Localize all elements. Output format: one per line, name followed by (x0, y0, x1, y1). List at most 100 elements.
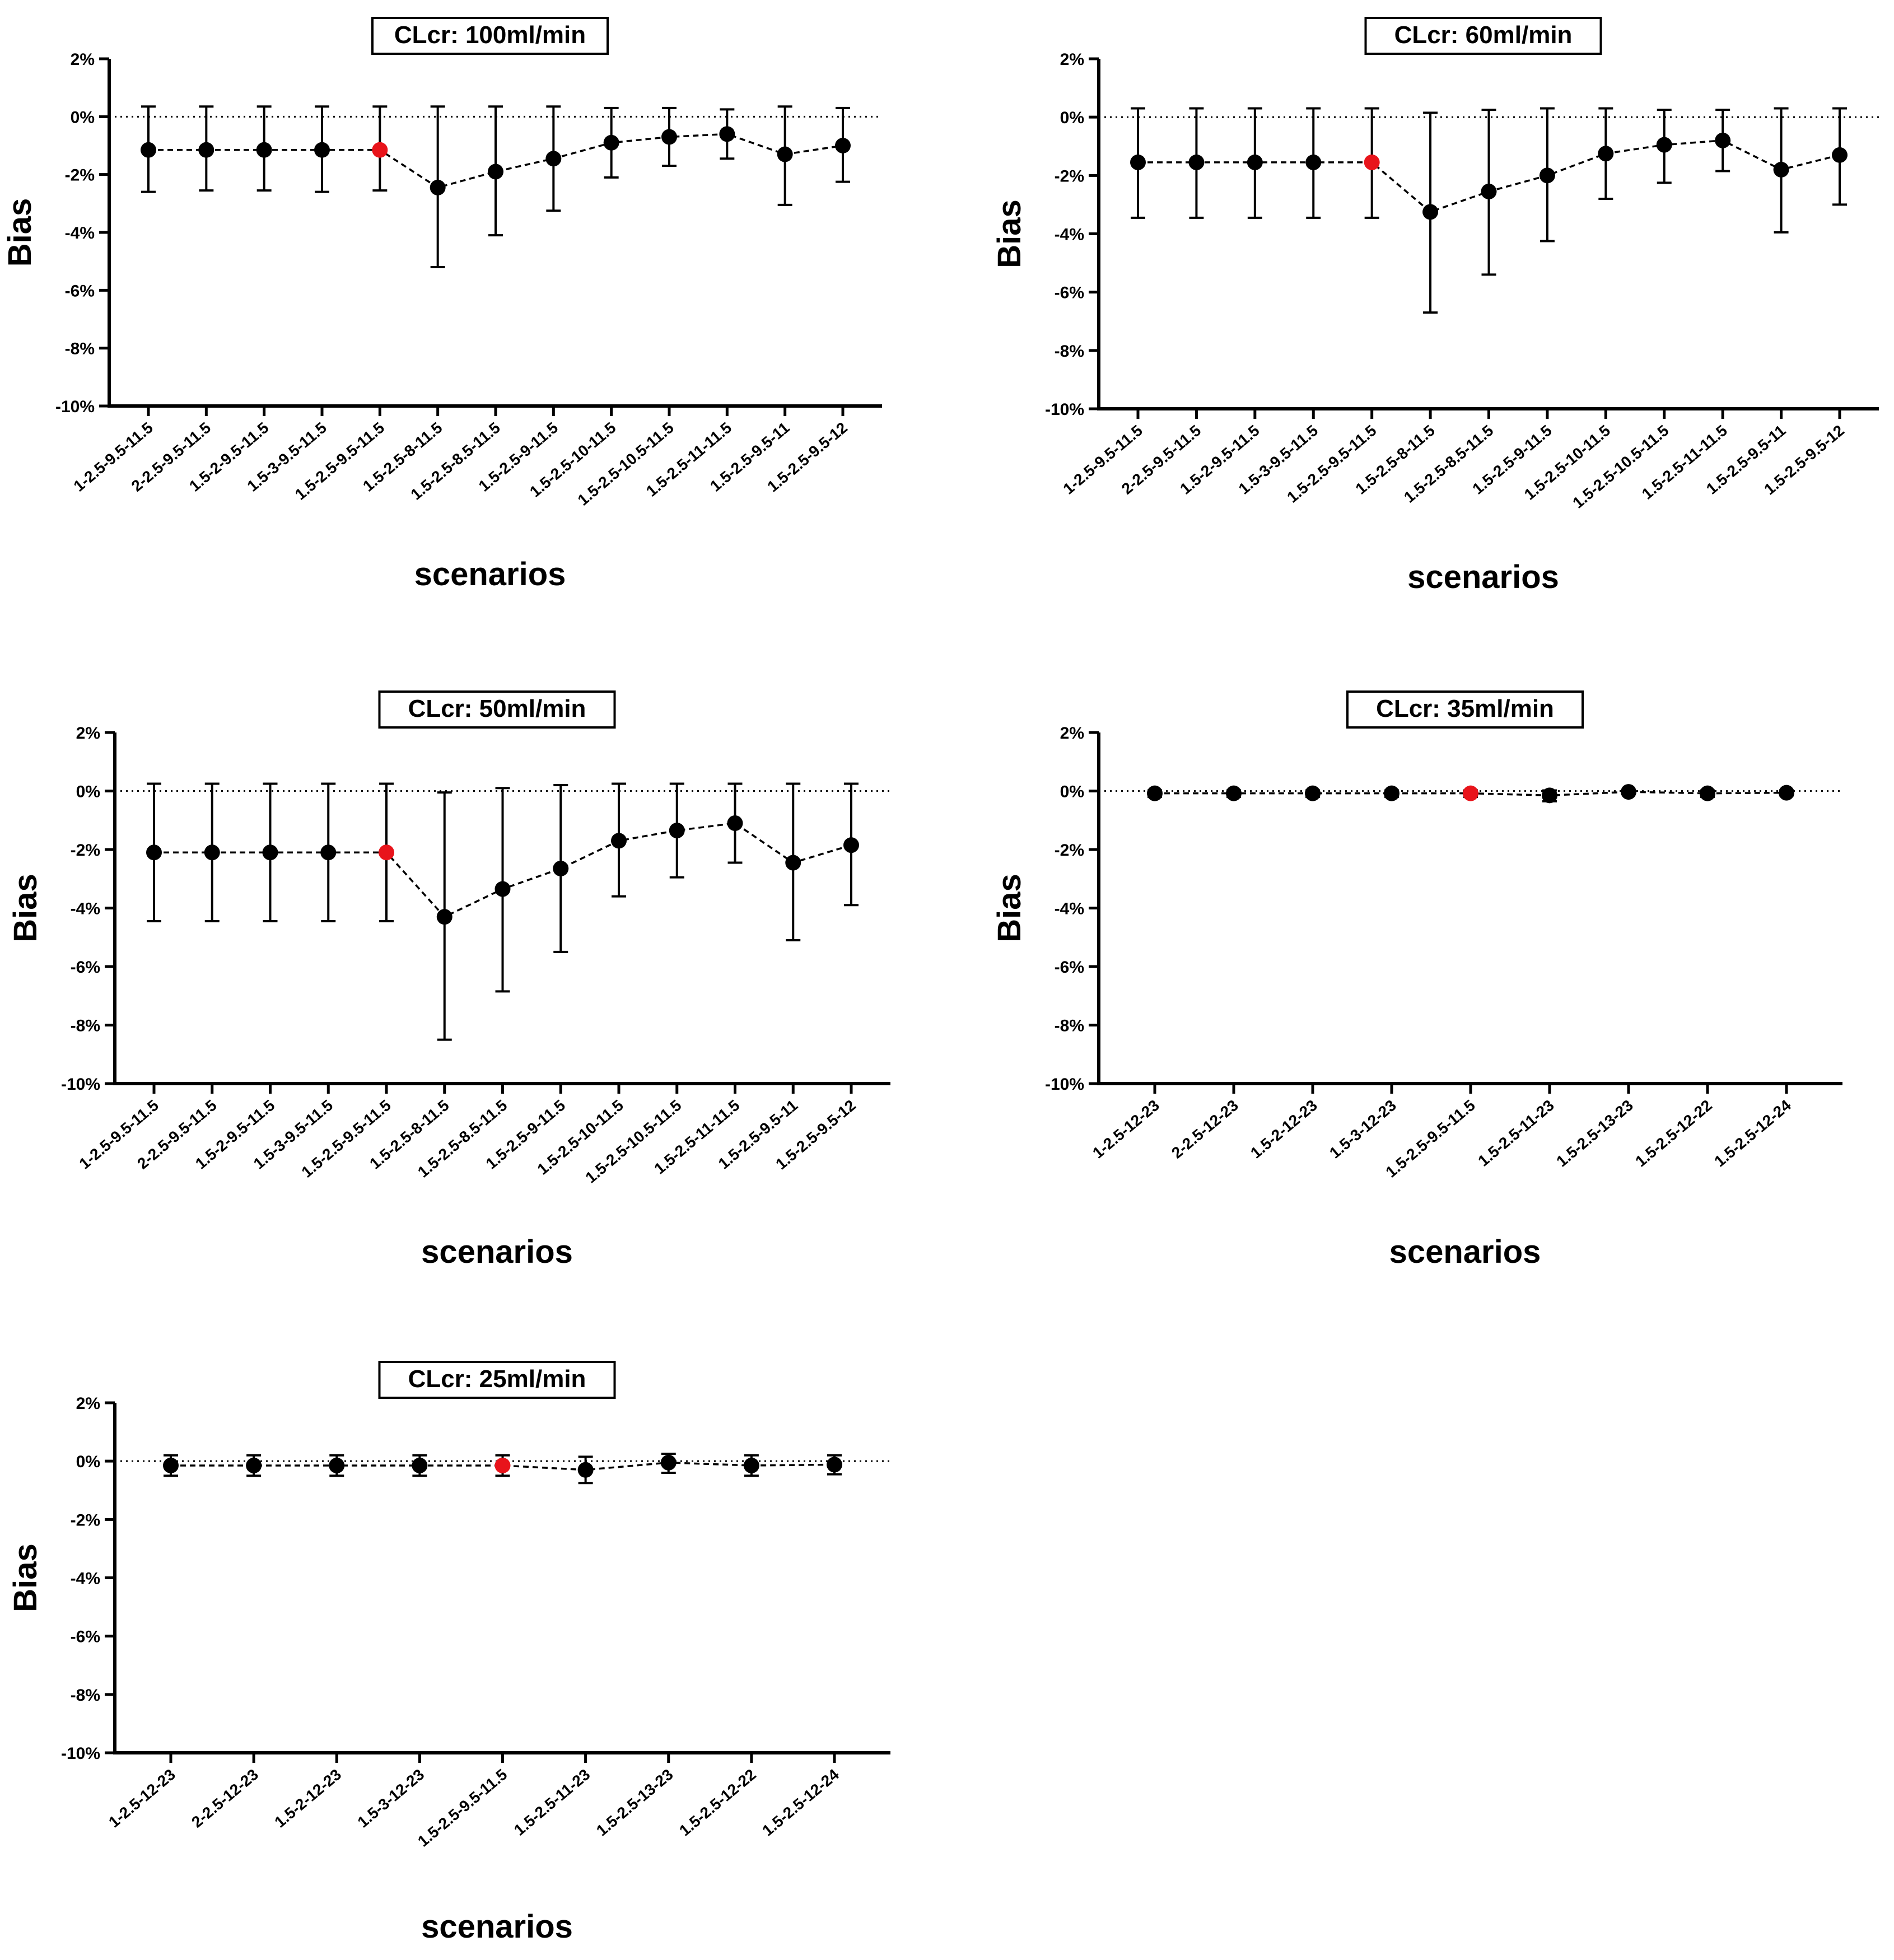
x-axis-title: scenarios (1389, 1234, 1541, 1270)
y-tick-label: -8% (65, 340, 95, 358)
y-tick-label: -2% (71, 1511, 100, 1529)
data-point (835, 138, 851, 153)
y-tick-label: -10% (61, 1075, 100, 1094)
chart-title: CLcr: 100ml/min (371, 17, 609, 55)
chart-title: CLcr: 35ml/min (1346, 690, 1584, 729)
data-point (1773, 161, 1789, 178)
y-tick-label: 0% (1060, 783, 1084, 801)
data-point (488, 164, 503, 180)
data-point (320, 844, 337, 861)
y-axis-title: Bias (991, 874, 1028, 942)
y-tick-label: -2% (65, 166, 95, 185)
y-tick-label: 2% (71, 50, 95, 69)
data-point (1188, 154, 1205, 170)
data-point (1305, 785, 1321, 801)
data-point-highlight (495, 1457, 511, 1473)
y-tick-label: 0% (1060, 109, 1084, 127)
chart-title: CLcr: 25ml/min (378, 1361, 616, 1399)
data-point (1305, 154, 1322, 170)
y-tick-label: -10% (1045, 400, 1084, 419)
chart-panel-1: CLcr: 100ml/min2%0%-2%-4%-6%-8%-10%Bias1… (2, 17, 882, 592)
data-point (1715, 132, 1731, 148)
data-point (204, 844, 220, 861)
data-point (1247, 154, 1263, 170)
data-point (412, 1457, 428, 1473)
data-point (827, 1457, 842, 1473)
chart-title: CLcr: 50ml/min (378, 690, 616, 729)
chart-title-text: CLcr: 25ml/min (408, 1365, 586, 1393)
y-tick-label: -10% (55, 398, 95, 416)
data-point-highlight (372, 142, 388, 158)
y-tick-label: 0% (76, 783, 100, 801)
data-point-highlight (1463, 785, 1478, 801)
data-point (577, 1462, 594, 1478)
data-point (669, 823, 685, 839)
data-point (1226, 785, 1242, 801)
chart-title-box (1346, 690, 1584, 729)
data-point (430, 179, 446, 195)
data-point (314, 142, 330, 158)
data-point (495, 881, 511, 897)
data-point (141, 142, 156, 158)
data-point (843, 837, 859, 853)
data-point (660, 1454, 677, 1471)
data-point (785, 855, 801, 871)
y-tick-label: -8% (1055, 342, 1084, 361)
data-point (1832, 147, 1848, 163)
data-point (1621, 784, 1636, 800)
data-point (603, 134, 619, 151)
data-point (146, 844, 162, 861)
data-point (436, 909, 452, 925)
chart-title-box (378, 690, 616, 729)
y-axis-title: Bias (2, 198, 38, 267)
chart-title-text: CLcr: 100ml/min (394, 21, 586, 49)
data-point (256, 142, 272, 158)
y-tick-label: -4% (65, 224, 95, 242)
y-tick-label: 0% (71, 108, 95, 127)
data-point (1384, 785, 1399, 801)
y-tick-label: -6% (1055, 284, 1084, 302)
data-point (553, 860, 569, 876)
y-tick-label: -4% (71, 900, 100, 918)
data-point (1147, 785, 1163, 801)
y-tick-label: -6% (71, 958, 100, 977)
y-tick-label: 2% (76, 724, 100, 743)
y-tick-label: 2% (1060, 50, 1084, 69)
data-point (262, 844, 278, 861)
y-tick-label: -2% (71, 841, 100, 860)
data-point (1481, 183, 1497, 199)
data-point-highlight (1364, 154, 1380, 170)
x-axis-title: scenarios (421, 1234, 573, 1270)
data-point (1656, 137, 1672, 153)
data-point (719, 126, 735, 142)
x-axis-title: scenarios (414, 556, 566, 592)
y-tick-label: 0% (76, 1453, 100, 1471)
x-axis-title: scenarios (421, 1908, 573, 1945)
data-point (1539, 167, 1555, 184)
chart-title-text: CLcr: 60ml/min (1394, 21, 1573, 49)
y-tick-label: -6% (1055, 958, 1084, 977)
y-tick-label: -4% (1055, 900, 1084, 918)
chart-title-text: CLcr: 50ml/min (408, 695, 586, 722)
data-point (777, 146, 793, 162)
chart-panel-2: CLcr: 60ml/min2%0%-2%-4%-6%-8%-10%Bias1-… (991, 17, 1879, 595)
y-tick-label: -8% (71, 1017, 100, 1035)
y-tick-label: -4% (71, 1570, 100, 1588)
y-tick-label: -8% (1055, 1017, 1084, 1035)
y-tick-label: 2% (76, 1394, 100, 1413)
data-point (1700, 785, 1715, 801)
y-tick-label: 2% (1060, 724, 1084, 743)
data-point (198, 142, 214, 158)
y-tick-label: -2% (1055, 167, 1084, 185)
data-point (743, 1457, 759, 1473)
data-point (246, 1457, 262, 1473)
data-point (1779, 785, 1794, 801)
chart-title-box (371, 17, 609, 55)
y-tick-label: -4% (1055, 226, 1084, 244)
y-axis-title: Bias (7, 874, 44, 942)
data-point (1422, 204, 1439, 220)
data-point (1598, 146, 1614, 162)
data-point (1542, 787, 1557, 804)
data-point-highlight (379, 844, 394, 861)
